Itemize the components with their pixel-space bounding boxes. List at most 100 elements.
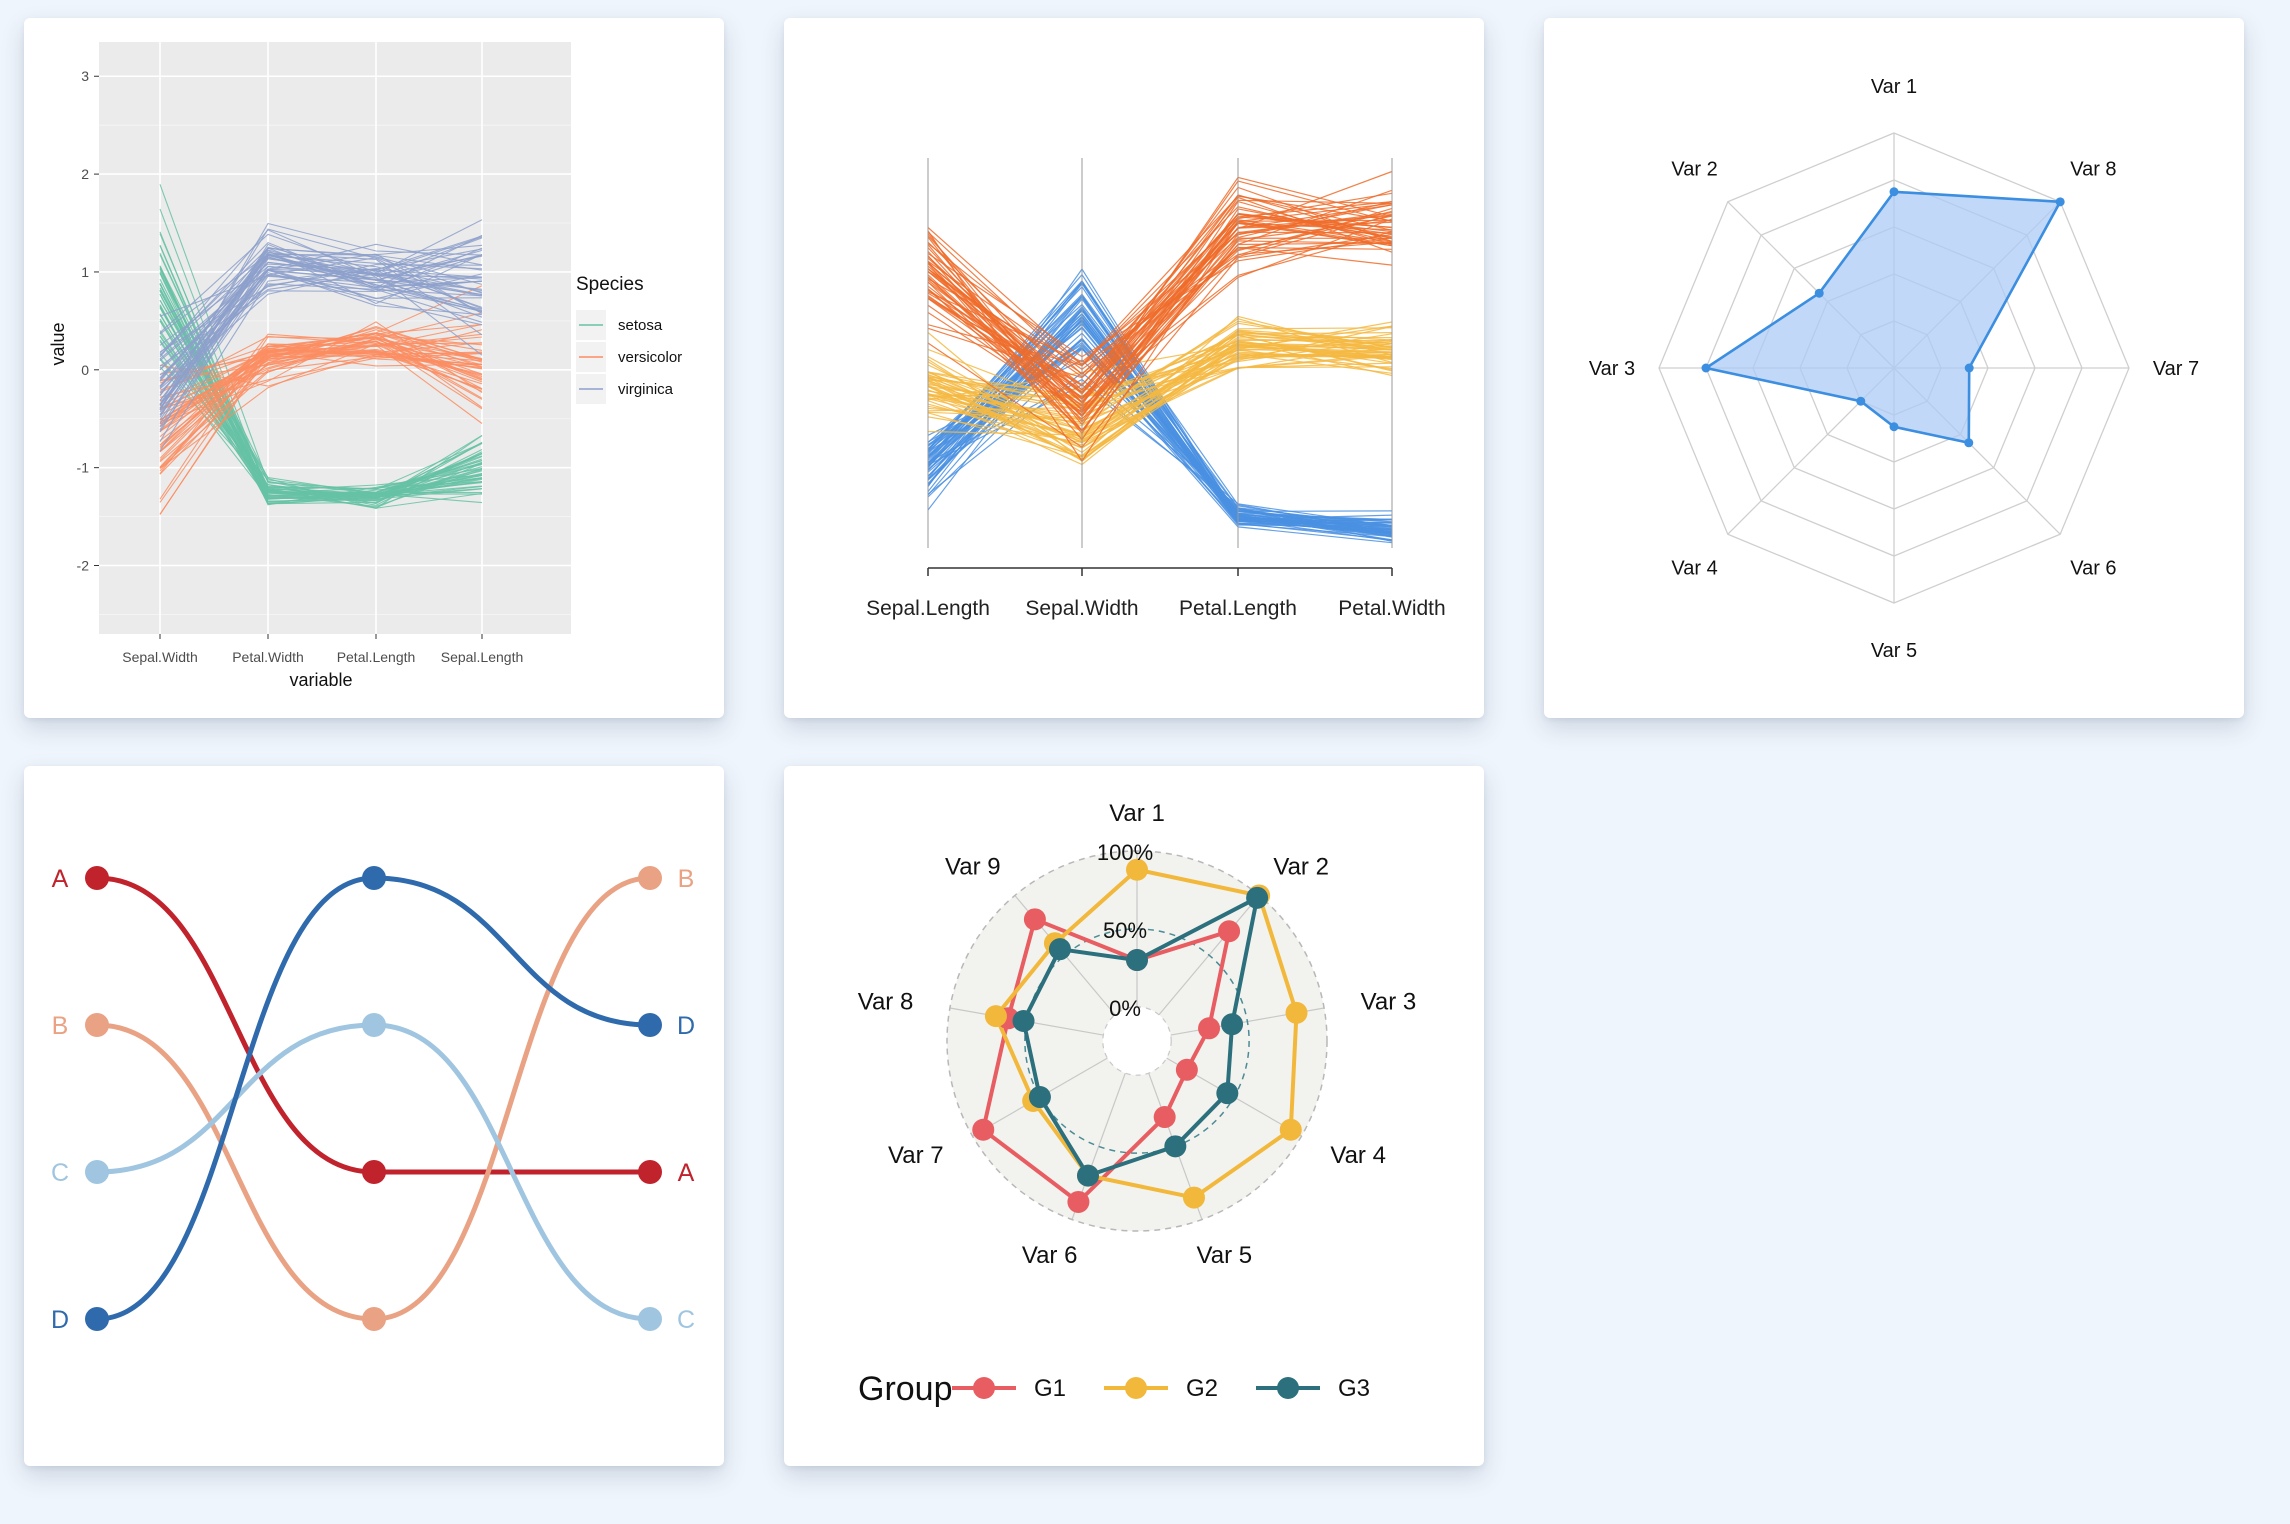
series-line-group-3	[927, 206, 1393, 367]
legend-label-G3: G3	[1338, 1375, 1370, 1402]
y-tick-label: 2	[81, 166, 89, 182]
series-line-setosa	[159, 252, 483, 496]
radar8-card: Var 1 Var 8 Var 7 Var 6 Var 5 Var 4 Var 3 Var 2	[1544, 18, 2244, 718]
x-tick-label: Petal.Width	[1338, 597, 1445, 620]
series-point-B	[638, 866, 662, 890]
series-line-group-2	[927, 349, 1393, 399]
y-axis-label: value	[48, 322, 68, 365]
y-tick-label: 3	[81, 68, 89, 84]
series-point-G3	[1012, 1009, 1035, 1032]
radar-point	[1889, 187, 1899, 197]
axis-label: Var 1	[1109, 800, 1165, 827]
axis-label: Var 5	[1871, 640, 1917, 662]
series-line-group-3	[927, 213, 1393, 391]
series-line-virginica	[159, 241, 483, 356]
series-line-G1	[981, 917, 1232, 1204]
series-line-versicolor	[159, 285, 483, 515]
ggplot-parallel-chart: 3 2 1 0 -1 -2 Sepal.Width Petal.Width Petal.Len…	[48, 42, 682, 690]
legend-label-setosa: setosa	[618, 317, 663, 334]
series-point-G1	[1198, 1017, 1221, 1040]
axis-label: Var 8	[2070, 159, 2116, 181]
series-line-virginica	[159, 266, 483, 406]
series-line-group-2	[927, 339, 1393, 466]
series-line-G2	[993, 867, 1299, 1200]
series-line-group-2	[927, 342, 1393, 439]
axis-label: Var 4	[1671, 557, 1717, 579]
y-tick-label: 0	[81, 362, 89, 378]
right-label: C	[677, 1306, 695, 1334]
left-label: C	[51, 1159, 69, 1187]
series-line-virginica	[159, 283, 483, 393]
y-tick-label: -2	[77, 558, 90, 574]
axis-label: Var 6	[2070, 557, 2116, 579]
grid-circle-100	[946, 850, 1328, 1232]
series-point-G3	[1246, 886, 1269, 909]
series-point-C	[362, 1013, 386, 1037]
series-line-D	[96, 875, 651, 1322]
series-point-G3	[1164, 1135, 1187, 1158]
radar9-chart: 0% 50% 100% Var 1 Var 2 Var 3 Var 4 Var 5 Var 6 V…	[858, 800, 1417, 1408]
series-line-group-2	[927, 330, 1393, 454]
series-point-A	[638, 1160, 662, 1184]
series-line-virginica	[159, 258, 483, 442]
series-line-versicolor	[159, 338, 483, 432]
y-tick-label: 1	[81, 264, 89, 280]
series-line-virginica	[159, 249, 483, 388]
series-point-C	[638, 1307, 662, 1331]
grid-label: 100%	[1097, 840, 1153, 865]
axis-label: Var 7	[888, 1142, 944, 1169]
radar-point	[1814, 288, 1824, 298]
series-line-versicolor	[159, 354, 483, 387]
series-point-G2	[1182, 1186, 1205, 1209]
series-line-group-3	[927, 222, 1393, 386]
axis-label: Var 2	[1273, 853, 1329, 880]
series-line-group-3	[927, 233, 1393, 449]
series-line-group-2	[927, 366, 1393, 441]
left-label: B	[52, 1012, 69, 1040]
x-tick-label: Petal.Length	[337, 649, 416, 665]
series-line-group-3	[927, 222, 1393, 417]
legend-key-point-G3	[1277, 1377, 1299, 1399]
series-point-C	[85, 1160, 109, 1184]
series-line-group-2	[927, 353, 1393, 460]
parcoord-chart: Sepal.Length Sepal.Width Petal.Length Petal…	[866, 158, 1446, 620]
series-line-G3	[1021, 895, 1260, 1178]
series-point-D	[85, 1307, 109, 1331]
series-line-setosa	[159, 282, 483, 505]
series-line-versicolor	[159, 335, 483, 394]
axis-label: Var 1	[1871, 76, 1917, 98]
series-line-virginica	[159, 268, 483, 362]
grid-label: 0%	[1109, 996, 1141, 1021]
radar-point	[1964, 363, 1974, 373]
x-tick-label: Petal.Width	[232, 649, 304, 665]
series-line-group-3	[927, 215, 1393, 371]
axis-label: Var 9	[945, 853, 1001, 880]
series-line-versicolor	[159, 329, 483, 463]
y-tick-label: -1	[77, 460, 90, 476]
grid-label: 50%	[1103, 918, 1147, 943]
x-tick-label: Sepal.Length	[441, 649, 524, 665]
legend-label-virginica: virginica	[618, 381, 674, 398]
series-point-B	[362, 1307, 386, 1331]
series-line-group-3	[927, 195, 1393, 366]
radar-area	[1702, 190, 2063, 445]
series-line-group-3	[927, 213, 1393, 386]
axis-label: Var 6	[1022, 1242, 1078, 1269]
series-point-G2	[1126, 858, 1148, 881]
axis-label: Var 4	[1330, 1142, 1386, 1169]
radar-point	[1964, 438, 1974, 448]
series-line-A	[96, 875, 650, 1175]
grid-circle-0	[1102, 1006, 1172, 1076]
legend-label-G1: G1	[1034, 1375, 1066, 1402]
axis-label: Var 3	[1589, 358, 1635, 380]
series-line-versicolor	[159, 348, 483, 410]
series-line-group-3	[927, 202, 1393, 412]
series-point-D	[638, 1013, 662, 1037]
legend-title: Group	[858, 1370, 953, 1408]
parcoord-card: Sepal.Length Sepal.Width Petal.Length Petal…	[784, 18, 1484, 718]
series-point-G3	[1048, 938, 1071, 961]
series-line-virginica	[159, 247, 483, 317]
series-point-G1	[1023, 908, 1046, 931]
series-point-G2	[984, 1005, 1007, 1028]
series-point-D	[362, 866, 386, 890]
